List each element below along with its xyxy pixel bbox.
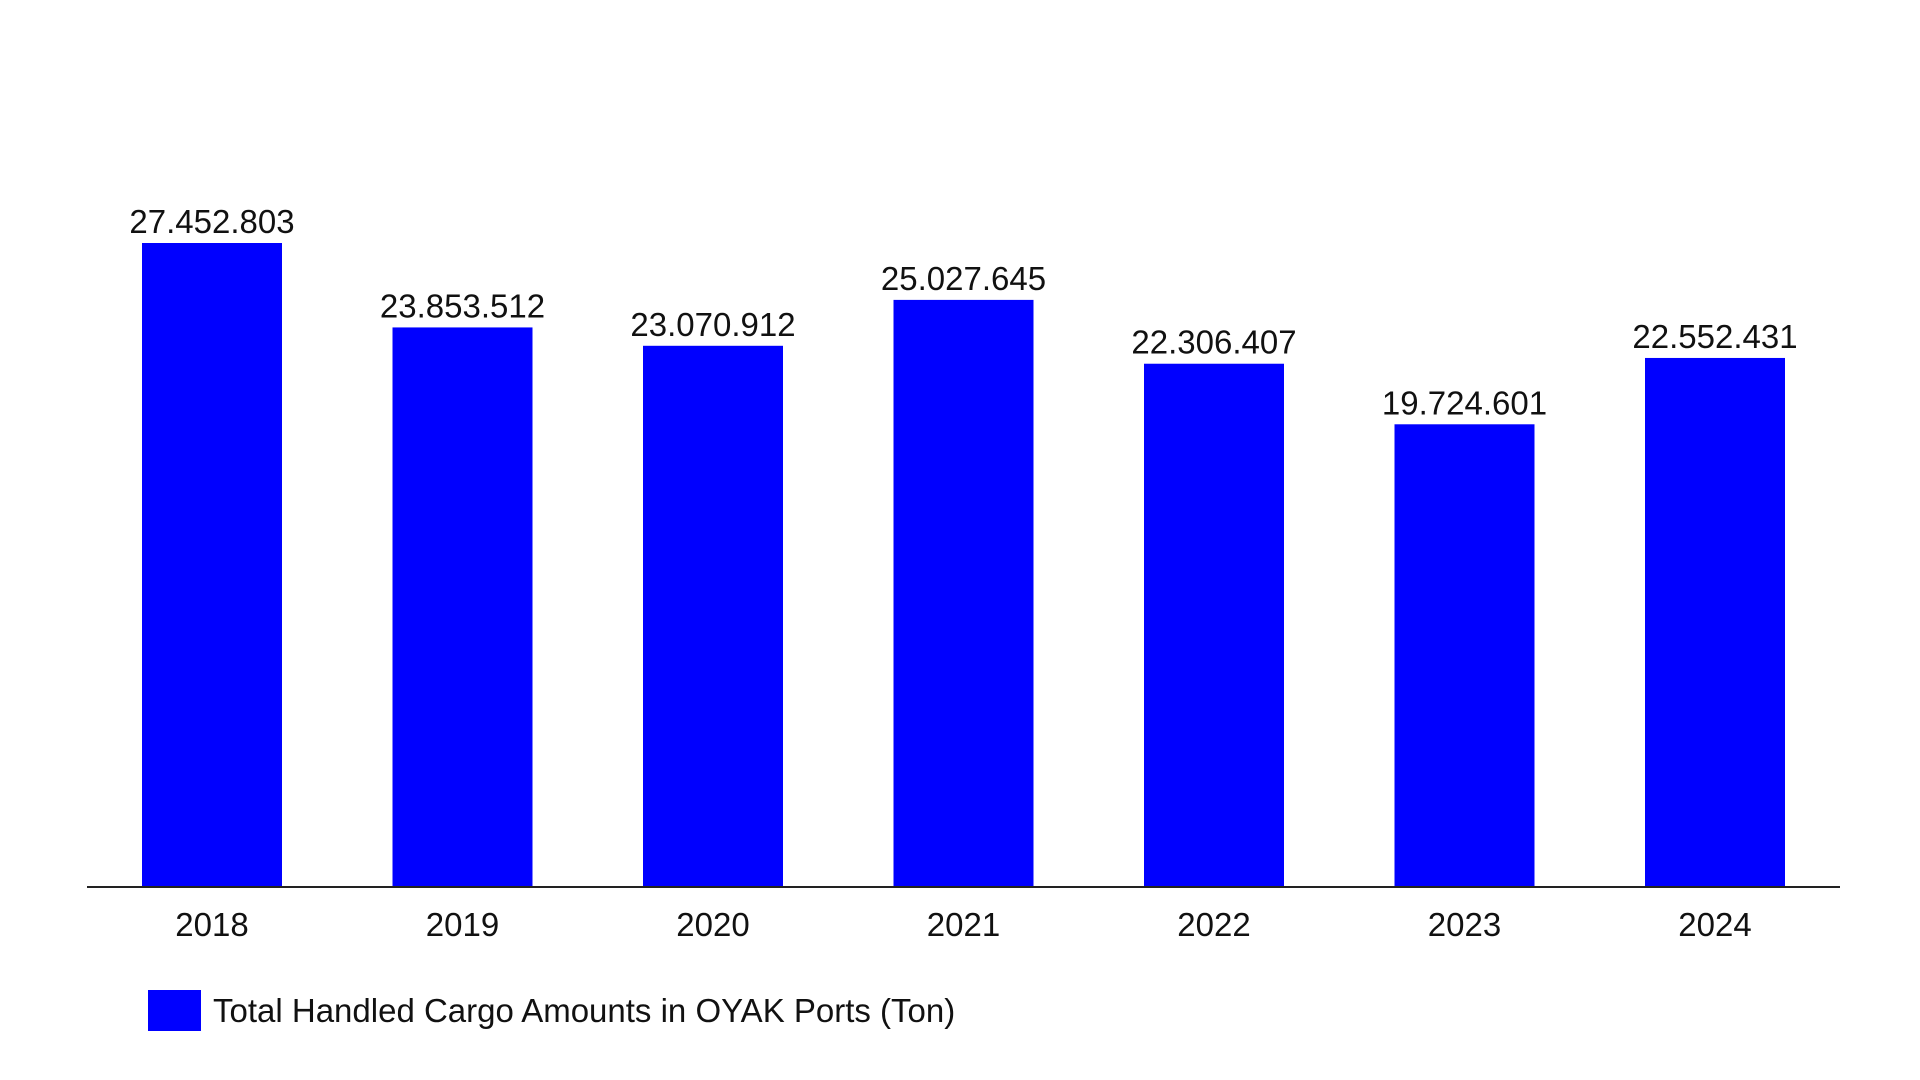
value-labels-group: 27.452.803 23.853.512 23.070.912 25.027.645…	[129, 203, 1797, 421]
legend-label: Total Handled Cargo Amounts in OYAK Port…	[213, 991, 956, 1029]
bar-2024	[1645, 357, 1785, 888]
data-label-2024: 22.552.431	[1632, 318, 1797, 355]
data-label-2019: 23.853.512	[380, 287, 545, 324]
bar-2022	[1144, 363, 1284, 887]
bars-group	[142, 243, 1785, 888]
data-label-2021: 25.027.645	[881, 260, 1046, 297]
x-tick-labels-group: 2018 2019 2020 2021 2022 2023 2024	[175, 906, 1751, 943]
data-label-2020: 23.070.912	[630, 306, 795, 343]
data-label-2023: 19.724.601	[1382, 384, 1547, 421]
x-tick-label-2022: 2022	[1177, 906, 1250, 943]
x-tick-label-2024: 2024	[1678, 906, 1751, 943]
bar-2023	[1394, 424, 1535, 887]
bar-2021	[893, 299, 1034, 887]
x-tick-label-2023: 2023	[1428, 906, 1501, 943]
x-tick-label-2020: 2020	[676, 906, 749, 943]
x-tick-label-2021: 2021	[927, 906, 1000, 943]
data-label-2018: 27.452.803	[129, 203, 294, 240]
legend-swatch	[148, 990, 201, 1031]
bar-2018	[142, 243, 282, 887]
bar-2019	[392, 327, 533, 888]
bar-2020	[643, 345, 783, 887]
legend: Total Handled Cargo Amounts in OYAK Port…	[148, 990, 955, 1031]
x-tick-label-2019: 2019	[426, 906, 499, 943]
data-label-2022: 22.306.407	[1131, 324, 1296, 361]
x-tick-label-2018: 2018	[175, 906, 248, 943]
